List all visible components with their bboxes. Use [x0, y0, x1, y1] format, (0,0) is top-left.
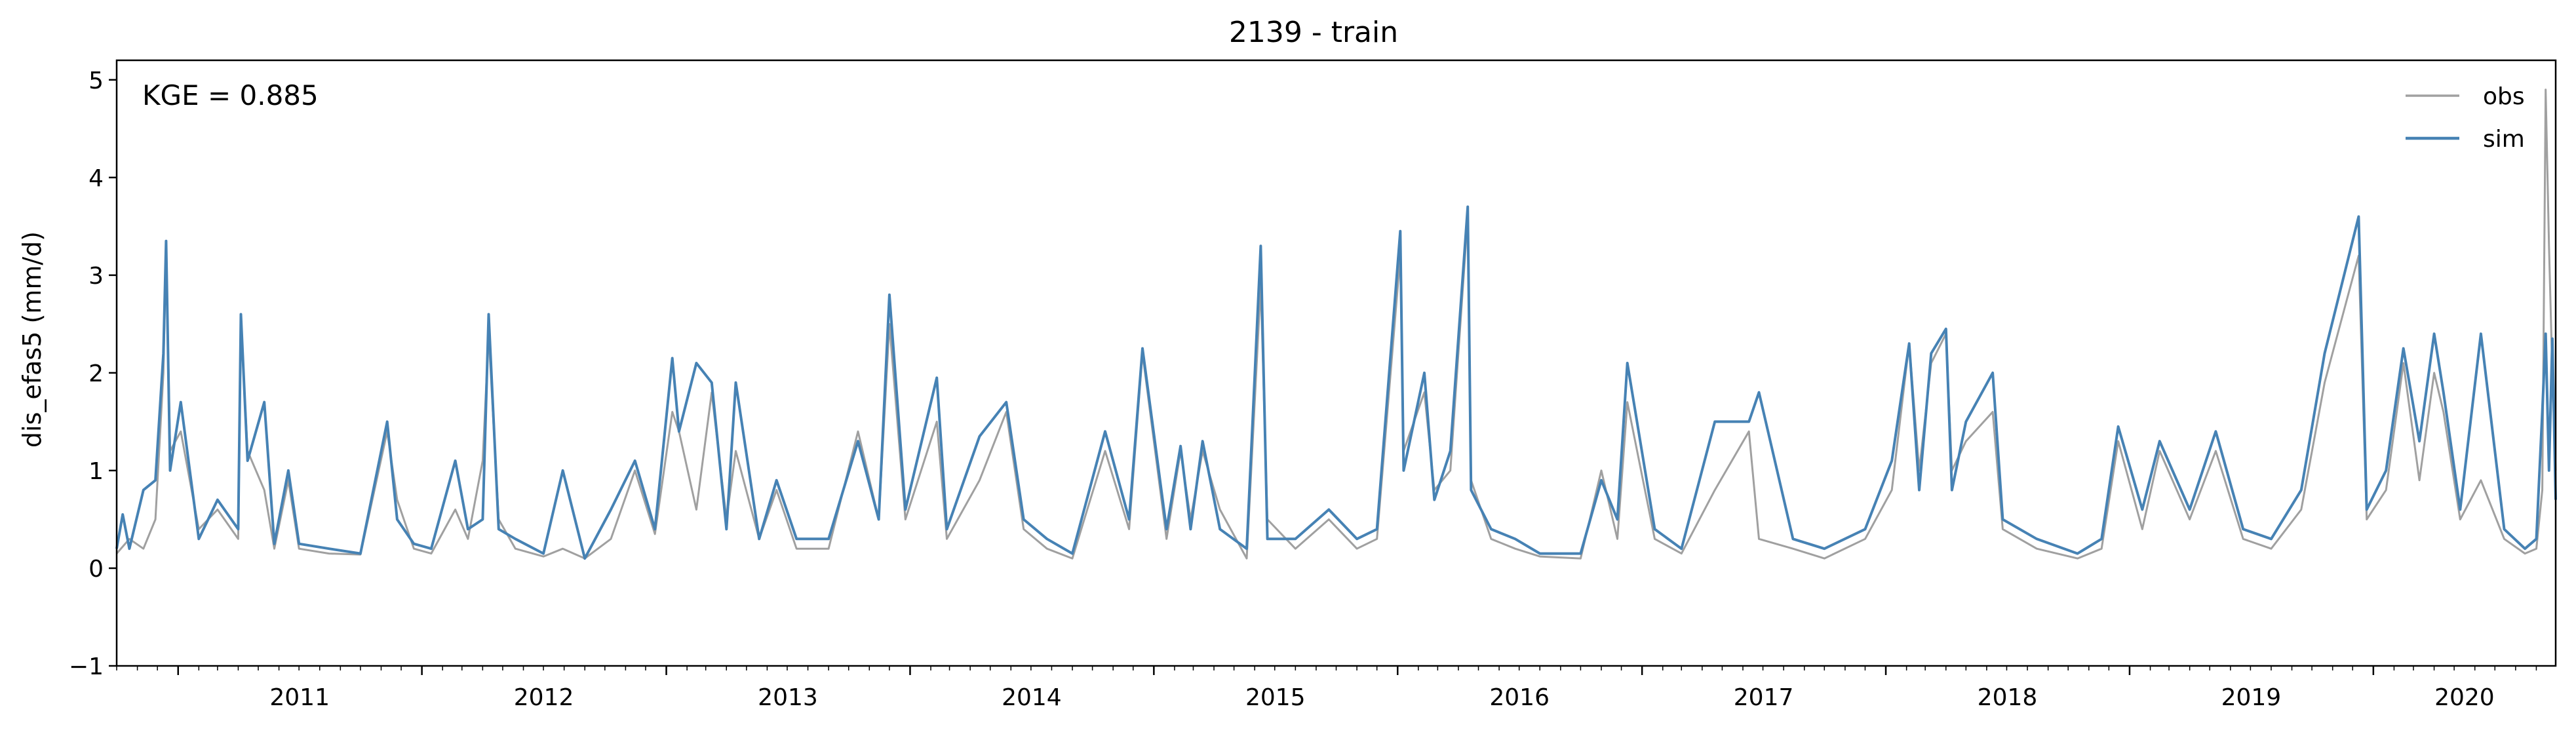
y-axis-label: dis_efas5 (mm/d) [18, 231, 47, 448]
x-tick-label: 2014 [1002, 684, 1062, 711]
kge-annotation: KGE = 0.885 [142, 79, 319, 111]
x-tick-label: 2020 [2434, 684, 2495, 711]
plot-frame [115, 59, 2557, 667]
x-tick-label: 2019 [2221, 684, 2282, 711]
legend: obs sim [2406, 83, 2525, 153]
x-tick-label: 2012 [514, 684, 574, 711]
y-tick-label: 3 [88, 263, 104, 290]
x-tick-label: 2017 [1734, 684, 1794, 711]
x-axis-ticks: 2011 2012 2013 2014 2015 2016 2017 2018 2019 2020 [116, 666, 2537, 711]
x-tick-label: 2016 [1489, 684, 1550, 711]
chart-title: 2139 - train [1229, 16, 1398, 49]
series-layer [115, 88, 2557, 560]
y-tick-label: 4 [88, 165, 104, 192]
legend-sim-label: sim [2483, 126, 2525, 153]
x-tick-label: 2018 [1978, 684, 2038, 711]
x-tick-label: 2015 [1245, 684, 1306, 711]
legend-obs-label: obs [2483, 83, 2525, 110]
y-tick-label: 2 [88, 360, 104, 387]
y-tick-label: −1 [69, 653, 104, 680]
x-tick-label: 2011 [269, 684, 330, 711]
y-tick-label: 0 [88, 556, 104, 583]
y-tick-label: 5 [88, 68, 104, 94]
y-tick-label: 1 [88, 458, 104, 485]
y-axis-ticks: −1 0 1 2 3 4 5 [69, 68, 117, 680]
series-line-sim [115, 205, 2557, 560]
x-tick-label: 2013 [758, 684, 818, 711]
